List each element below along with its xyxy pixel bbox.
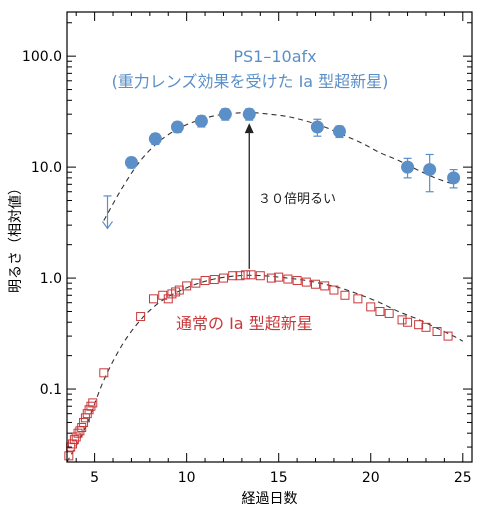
normal-snia-point: [375, 306, 385, 316]
normal-snia-point: [397, 315, 407, 325]
ps1-10afx-point: [170, 120, 184, 134]
ps1-10afx-point: [124, 156, 138, 170]
upper-limit-arrowhead: [102, 221, 113, 230]
normal-snia-point: [311, 279, 321, 289]
ps1-10afx-point: [242, 107, 256, 121]
normal-snia-point: [421, 322, 431, 332]
normal-snia-label: 通常の Ia 型超新星: [176, 314, 313, 333]
x-tick-label: 10: [178, 470, 196, 486]
ps1-10afx-point: [218, 107, 232, 121]
normal-snia-point: [228, 271, 238, 281]
arrow-head: [244, 123, 254, 134]
fit-line: [66, 274, 464, 463]
normal-snia-point: [414, 320, 424, 330]
normal-snia-point: [200, 276, 210, 286]
ps1-10afx-point: [423, 163, 437, 177]
normal-snia-point: [88, 398, 98, 408]
normal-snia-point: [246, 270, 256, 280]
y-tick-label: 1.0: [40, 271, 62, 287]
normal-snia-point: [241, 270, 251, 280]
normal-snia-point: [353, 294, 363, 304]
normal-snia-point: [218, 273, 228, 283]
normal-snia-point: [64, 451, 74, 461]
ps1-10afx-point: [194, 114, 208, 128]
normal-snia-point: [340, 290, 350, 300]
plot-frame: [66, 11, 473, 463]
brightness-arrow: [244, 123, 254, 269]
normal-snia-point: [136, 312, 146, 322]
axis-ticks: 5 10 15 20 25 0.1 1.0 10.0 100.0: [22, 12, 472, 486]
lensed-title-line1: PS1–10afx: [233, 47, 316, 66]
ps1-10afx-point: [401, 160, 415, 174]
normal-snia-point: [209, 275, 219, 285]
y-tick-label: 100.0: [22, 49, 62, 65]
normal-snia-point: [79, 417, 89, 427]
y-tick-label: 0.1: [40, 382, 62, 398]
y-tick-label: 10.0: [31, 160, 62, 176]
x-tick-label: 5: [90, 470, 99, 486]
normal-snia-point: [182, 281, 192, 291]
normal-snia-point: [301, 277, 311, 287]
ps1-10afx-point: [332, 124, 346, 138]
normal-snia-point: [86, 401, 96, 411]
normal-snia-point: [443, 331, 453, 341]
normal-snia-point: [266, 273, 276, 283]
x-tick-label: 15: [270, 470, 288, 486]
normal-snia-point: [432, 327, 442, 337]
normal-snia-point: [255, 271, 265, 281]
normal-snia-point: [77, 423, 87, 433]
x-tick-label: 25: [454, 470, 472, 486]
normal-snia-point: [366, 302, 376, 312]
normal-snia-point: [403, 317, 413, 327]
thirty-times-brighter-label: ３０倍明るい: [258, 192, 336, 207]
ps1-10afx-point: [310, 120, 324, 134]
normal-snia-point: [384, 308, 394, 318]
ps1-10afx-series: [102, 107, 461, 230]
normal-snia-series: [64, 270, 453, 461]
normal-snia-point: [149, 294, 159, 304]
y-axis-label: 明るさ（相対値）: [8, 181, 24, 293]
normal-snia-point: [329, 285, 339, 295]
normal-snia-point: [274, 272, 284, 282]
lensed-title-line2: (重力レンズ効果を受けた Ia 型超新星): [112, 72, 389, 91]
normal-snia-point: [283, 274, 293, 284]
normal-snia-point: [99, 368, 109, 378]
ps1-10afx-point: [447, 171, 461, 185]
normal-snia-point: [320, 281, 330, 291]
x-tick-label: 20: [362, 470, 380, 486]
fit-lines: [66, 112, 464, 463]
x-axis-label: 経過日数: [242, 491, 298, 507]
ps1-10afx-point: [148, 132, 162, 146]
normal-snia-point: [235, 271, 245, 281]
normal-snia-point: [292, 276, 302, 286]
normal-snia-point: [191, 278, 201, 288]
